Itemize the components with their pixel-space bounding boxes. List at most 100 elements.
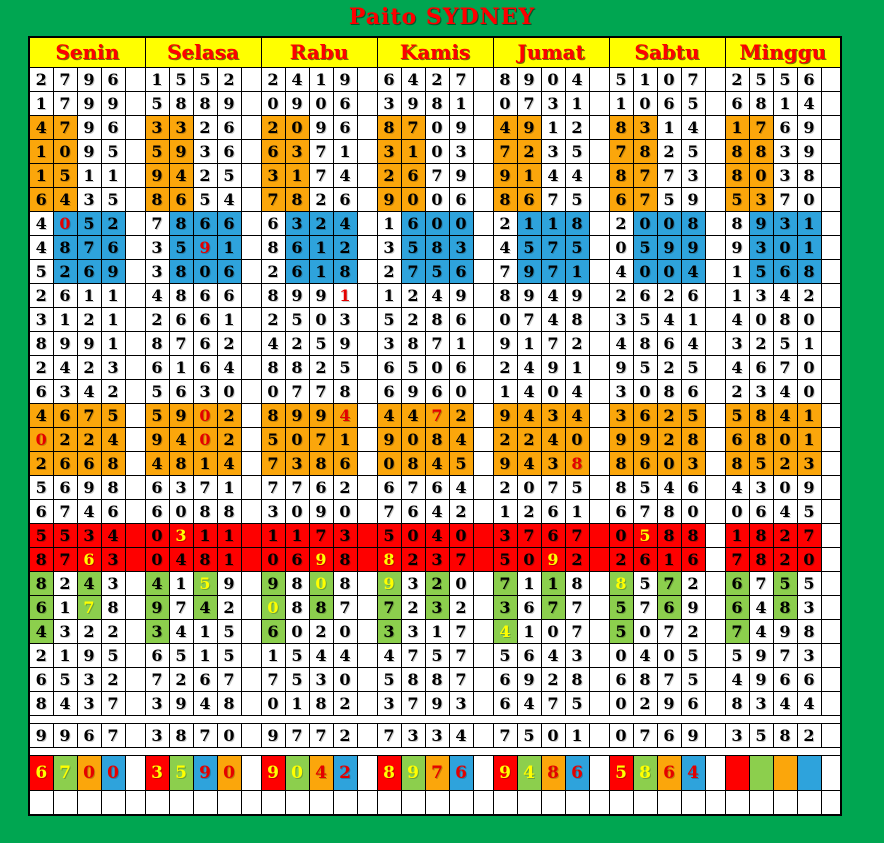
digit-cell: 0: [492, 307, 518, 332]
digit-cell: 7: [492, 259, 518, 284]
digit-cell: 9: [52, 723, 78, 748]
digit-cell: 2: [76, 355, 102, 380]
digit-cell: 5: [168, 755, 194, 791]
digit-cell: 5: [144, 139, 170, 164]
digit-cell: 1: [332, 427, 358, 452]
digit-cell: 1: [540, 115, 566, 140]
digit-cell: 8: [100, 451, 126, 476]
digit-cell: 5: [680, 667, 706, 692]
digit-cell: 4: [28, 211, 54, 236]
digit-cell: 9: [216, 91, 242, 116]
digit-cell: 6: [656, 331, 682, 356]
separator-cell: [472, 499, 494, 524]
digit-cell: 1: [76, 163, 102, 188]
digit-cell: [144, 790, 170, 816]
digit-cell: 5: [680, 403, 706, 428]
separator-cell: [820, 643, 842, 668]
digit-cell: 4: [52, 691, 78, 716]
digit-cell: 5: [632, 571, 658, 596]
separator-cell: [820, 667, 842, 692]
digit-cell: 0: [192, 403, 218, 428]
digit-cell: 5: [772, 67, 798, 92]
digit-cell: [100, 790, 126, 816]
digit-cell: 5: [376, 307, 402, 332]
digit-cell: 0: [400, 427, 426, 452]
digit-cell: 8: [492, 283, 518, 308]
digit-cell: 5: [564, 235, 590, 260]
digit-cell: 2: [332, 755, 358, 791]
digit-cell: 4: [608, 259, 634, 284]
digit-cell: 0: [632, 211, 658, 236]
paito-table: Senin Selasa Rabu Kamis Jumat Sabtu Minggu 2 7 9 6…: [28, 36, 842, 816]
digit-cell: 0: [308, 571, 334, 596]
digit-cell: 2: [308, 355, 334, 380]
separator-cell: [356, 91, 378, 116]
separator-cell: [240, 379, 262, 404]
separator-cell: [820, 547, 842, 572]
digit-cell: 7: [772, 187, 798, 212]
digit-cell: 9: [168, 403, 194, 428]
digit-cell: 4: [772, 403, 798, 428]
digit-cell: 2: [52, 427, 78, 452]
separator-cell: [124, 547, 146, 572]
digit-cell: 9: [400, 379, 426, 404]
separator-cell: [820, 163, 842, 188]
separator-cell: [820, 427, 842, 452]
digit-cell: 0: [724, 499, 750, 524]
digit-cell: 3: [772, 163, 798, 188]
separator-cell: [472, 427, 494, 452]
separator-cell: [588, 723, 610, 748]
digit-cell: 5: [144, 403, 170, 428]
digit-cell: 8: [680, 523, 706, 548]
separator-cell: [588, 67, 610, 92]
digit-cell: 1: [28, 139, 54, 164]
digit-cell: 7: [376, 595, 402, 620]
separator-cell: [588, 790, 610, 816]
digit-cell: 9: [28, 723, 54, 748]
digit-cell: 4: [376, 403, 402, 428]
separator-cell: [704, 211, 726, 236]
digit-cell: [540, 790, 566, 816]
digit-cell: 5: [144, 379, 170, 404]
day-header-minggu: Minggu: [724, 36, 842, 68]
separator-cell: [124, 427, 146, 452]
digit-cell: 8: [724, 211, 750, 236]
digit-cell: 3: [144, 755, 170, 791]
digit-cell: 3: [376, 619, 402, 644]
digit-cell: 2: [100, 211, 126, 236]
digit-cell: 0: [216, 379, 242, 404]
digit-cell: 7: [724, 619, 750, 644]
separator-cell: [588, 139, 610, 164]
digit-cell: 6: [76, 723, 102, 748]
digit-cell: 9: [748, 667, 774, 692]
separator-cell: [240, 427, 262, 452]
digit-cell: 4: [216, 187, 242, 212]
digit-cell: 0: [796, 379, 822, 404]
digit-cell: 3: [632, 115, 658, 140]
digit-cell: 6: [100, 235, 126, 260]
digit-cell: 9: [516, 667, 542, 692]
separator-cell: [704, 723, 726, 748]
digit-cell: 6: [144, 499, 170, 524]
digit-cell: 2: [284, 331, 310, 356]
separator-cell: [588, 547, 610, 572]
separator-cell: [704, 595, 726, 620]
digit-cell: 7: [192, 475, 218, 500]
separator-cell: [704, 755, 726, 791]
digit-cell: [516, 790, 542, 816]
digit-cell: 6: [100, 499, 126, 524]
digit-cell: 7: [52, 115, 78, 140]
digit-cell: 4: [492, 235, 518, 260]
digit-cell: 9: [772, 619, 798, 644]
digit-cell: 4: [564, 403, 590, 428]
digit-cell: 9: [284, 283, 310, 308]
separator-cell: [820, 355, 842, 380]
digit-cell: 9: [608, 427, 634, 452]
digit-cell: 6: [100, 67, 126, 92]
digit-cell: 1: [492, 379, 518, 404]
digit-cell: 6: [52, 403, 78, 428]
digit-cell: 3: [144, 691, 170, 716]
separator-cell: [820, 595, 842, 620]
digit-cell: 4: [28, 115, 54, 140]
digit-cell: 4: [216, 451, 242, 476]
